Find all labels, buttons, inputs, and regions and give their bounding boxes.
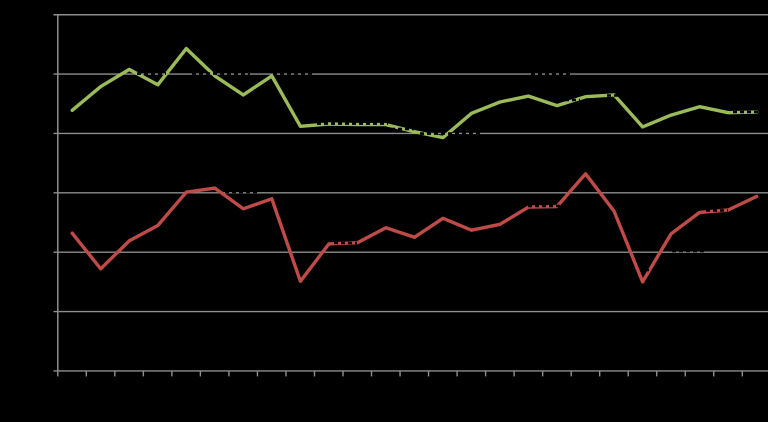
green-series-line <box>70 46 759 140</box>
red-series-line <box>70 172 759 284</box>
